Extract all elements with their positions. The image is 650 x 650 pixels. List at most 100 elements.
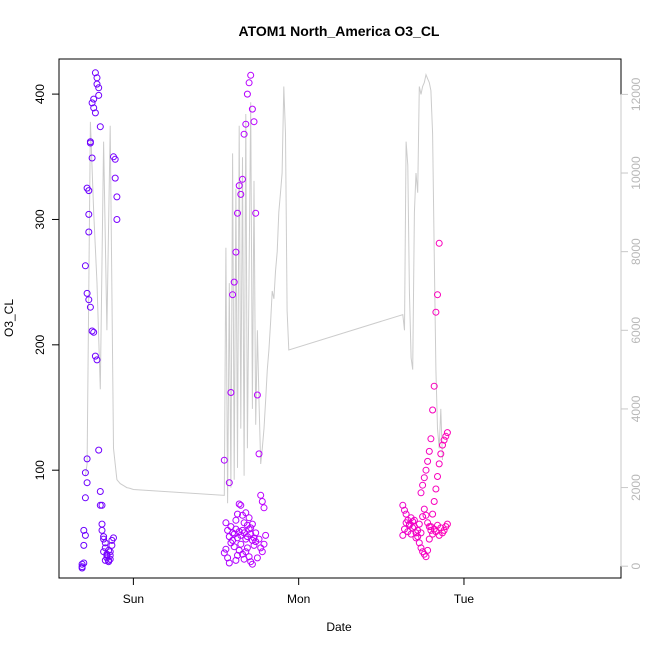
data-point	[93, 80, 101, 88]
data-point	[96, 488, 104, 495]
data-point	[422, 553, 430, 561]
data-point	[440, 436, 448, 444]
data-point	[417, 544, 425, 552]
data-point	[108, 541, 116, 549]
data-point	[88, 154, 96, 162]
data-point	[252, 209, 260, 217]
data-point	[90, 95, 98, 103]
y2-tick-label: 6000	[629, 317, 643, 344]
data-point	[95, 84, 103, 92]
data-point	[427, 526, 435, 534]
data-point	[253, 554, 261, 562]
data-point	[402, 510, 410, 518]
data-point	[80, 526, 88, 534]
y-tick-label: 100	[33, 460, 47, 480]
data-point	[419, 481, 427, 489]
data-point	[245, 514, 253, 522]
data-point	[88, 327, 96, 335]
data-point	[229, 536, 237, 544]
data-point	[242, 120, 250, 128]
data-point	[258, 498, 266, 505]
data-point	[243, 90, 251, 98]
y2-tick-label: 2000	[629, 474, 643, 501]
data-point	[88, 99, 96, 107]
data-point	[250, 118, 258, 126]
data-point	[432, 308, 440, 316]
data-point	[248, 105, 256, 113]
data-point	[235, 528, 243, 536]
data-point	[412, 534, 420, 542]
data-point	[419, 513, 427, 521]
data-point	[113, 193, 121, 201]
data-point	[235, 182, 243, 190]
y-tick-label: 200	[33, 334, 47, 354]
y2-tick-label: 0	[629, 563, 643, 570]
data-point	[83, 289, 91, 297]
data-point	[237, 540, 245, 548]
data-point	[253, 391, 261, 399]
y2-tick-label: 10000	[629, 156, 643, 190]
data-point	[230, 543, 238, 551]
data-point	[410, 516, 418, 524]
data-point	[429, 510, 437, 518]
y-axis-left: 100 200 300 400	[33, 84, 60, 480]
data-point	[242, 548, 250, 556]
data-point	[255, 450, 263, 458]
data-point	[78, 560, 86, 568]
data-point	[85, 210, 93, 218]
data-point	[91, 352, 99, 360]
x-axis-label: Date	[326, 620, 352, 634]
data-point	[239, 175, 246, 183]
data-point	[425, 447, 433, 455]
data-point	[81, 531, 89, 539]
data-point	[240, 130, 248, 138]
data-point	[232, 516, 240, 524]
data-point	[434, 473, 441, 480]
data-point	[234, 551, 241, 559]
data-point	[101, 556, 109, 564]
data-point	[81, 469, 89, 477]
data-point	[250, 534, 258, 542]
data-point	[222, 519, 230, 527]
data-point	[245, 553, 253, 561]
data-point	[435, 460, 443, 468]
data-point	[81, 494, 89, 502]
data-point	[432, 485, 440, 493]
series-line	[84, 72, 443, 504]
data-point	[424, 546, 432, 554]
data-point	[247, 71, 255, 79]
data-point	[227, 389, 235, 396]
data-point	[235, 500, 243, 508]
data-point	[250, 541, 258, 549]
data-point	[230, 278, 238, 286]
data-point	[429, 406, 437, 414]
data-point	[437, 450, 445, 458]
y2-tick-label: 8000	[629, 238, 643, 265]
data-point	[101, 539, 109, 547]
data-point	[95, 446, 103, 454]
y2-tick-label: 12000	[629, 77, 643, 111]
data-point	[113, 216, 121, 223]
data-point	[245, 79, 253, 87]
data-point	[399, 531, 407, 539]
data-point	[424, 457, 432, 465]
data-point	[100, 533, 108, 541]
data-point	[90, 328, 98, 336]
data-point	[257, 491, 265, 499]
data-point	[262, 531, 270, 539]
data-point	[81, 262, 89, 270]
data-point	[80, 541, 88, 549]
data-point	[98, 526, 106, 534]
data-point	[399, 501, 407, 509]
data-point	[422, 511, 430, 519]
data-point	[430, 498, 438, 505]
data-point	[83, 479, 91, 487]
data-point	[83, 455, 91, 463]
data-point	[220, 549, 228, 557]
data-point	[85, 228, 93, 236]
data-point	[440, 526, 448, 534]
data-point	[425, 535, 433, 543]
x-axis: Sun Mon Tue	[123, 577, 474, 606]
scatter-points-layer	[78, 69, 451, 572]
